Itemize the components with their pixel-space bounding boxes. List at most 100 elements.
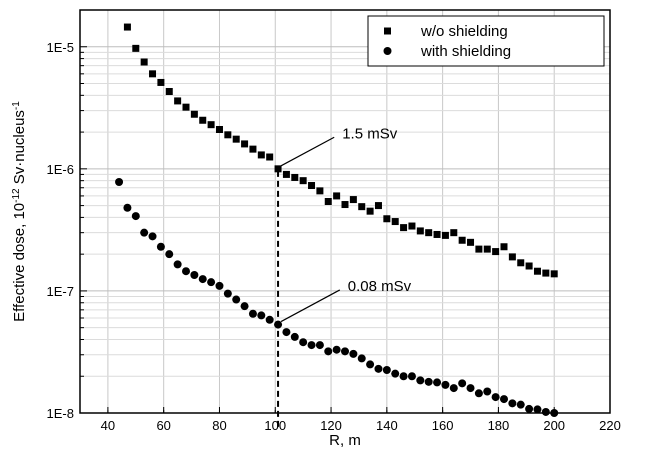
data-point-square bbox=[492, 248, 500, 256]
data-point-square bbox=[274, 165, 282, 173]
x-tick-label: 140 bbox=[376, 418, 398, 433]
data-point-circle bbox=[299, 338, 308, 347]
data-point-square bbox=[165, 87, 173, 95]
data-point-circle bbox=[500, 395, 508, 404]
data-point-square bbox=[291, 173, 299, 181]
annotation-label: 1.5 mSv bbox=[342, 125, 398, 142]
series-1 bbox=[123, 23, 558, 278]
data-point-circle bbox=[290, 332, 299, 341]
data-point-square bbox=[341, 201, 349, 209]
legend-marker-square bbox=[384, 27, 391, 35]
data-point-circle bbox=[533, 405, 542, 414]
data-point-circle bbox=[399, 372, 408, 381]
legend-box bbox=[367, 15, 605, 67]
y-tick-label: 1E-7 bbox=[47, 284, 74, 299]
data-point-circle bbox=[165, 250, 174, 259]
x-tick-label: 100 bbox=[264, 418, 286, 433]
x-axis-title: R, m bbox=[329, 432, 361, 449]
data-point-circle bbox=[449, 384, 458, 393]
data-point-square bbox=[383, 215, 391, 223]
data-point-square bbox=[374, 202, 382, 210]
data-point-circle bbox=[173, 260, 182, 269]
data-point-circle bbox=[315, 341, 324, 350]
data-point-square bbox=[215, 125, 223, 133]
data-point-square bbox=[249, 145, 257, 153]
data-point-square bbox=[450, 229, 458, 237]
x-tick-label: 40 bbox=[101, 418, 115, 433]
annotations: 1.5 mSv 0.08 mSv bbox=[280, 125, 412, 323]
data-point-square bbox=[500, 243, 508, 251]
data-point-square bbox=[207, 121, 215, 129]
x-tick-label: 200 bbox=[543, 418, 565, 433]
data-point-circle bbox=[190, 271, 199, 280]
legend-label: with shielding bbox=[420, 43, 511, 60]
data-point-circle bbox=[207, 278, 216, 287]
data-point-square bbox=[475, 245, 483, 253]
data-point-circle bbox=[433, 378, 442, 387]
data-point-square bbox=[517, 259, 525, 267]
data-point-circle bbox=[274, 320, 283, 329]
legend-marker-circle bbox=[383, 47, 392, 55]
data-point-circle bbox=[324, 347, 333, 356]
data-point-square bbox=[483, 245, 491, 253]
data-point-circle bbox=[491, 393, 500, 402]
data-point-circle bbox=[416, 376, 425, 385]
data-point-circle bbox=[257, 311, 266, 320]
x-tick-label: 60 bbox=[156, 418, 170, 433]
data-point-circle bbox=[123, 203, 132, 212]
data-point-circle bbox=[550, 409, 559, 417]
y-axis-title-exponent: -12 bbox=[11, 188, 22, 203]
x-tick-label: 80 bbox=[212, 418, 226, 433]
data-point-square bbox=[408, 222, 416, 230]
data-point-circle bbox=[140, 228, 149, 237]
data-point-circle bbox=[223, 289, 232, 298]
y-tick-label: 1E-5 bbox=[47, 40, 74, 55]
data-point-circle bbox=[483, 387, 492, 396]
data-point-circle bbox=[382, 366, 391, 375]
data-point-square bbox=[324, 198, 332, 206]
data-point-square bbox=[467, 238, 475, 246]
data-point-square bbox=[525, 262, 533, 270]
legend: w/o shielding with shielding bbox=[367, 15, 605, 67]
y-axis-title-unit-exponent: -1 bbox=[11, 101, 22, 110]
data-point-circle bbox=[466, 384, 475, 393]
data-point-circle bbox=[131, 212, 140, 221]
data-point-square bbox=[232, 135, 240, 143]
y-axis-title-unit: Sv·nucleus bbox=[11, 110, 28, 188]
data-point-circle bbox=[341, 347, 349, 356]
x-tick-label: 180 bbox=[488, 418, 510, 433]
data-point-square bbox=[400, 224, 408, 232]
data-point-square bbox=[241, 140, 249, 148]
data-point-square bbox=[190, 110, 198, 118]
data-point-square bbox=[542, 269, 550, 277]
data-point-circle bbox=[525, 404, 534, 413]
data-point-circle bbox=[240, 302, 249, 311]
data-point-circle bbox=[424, 377, 433, 386]
data-point-square bbox=[416, 227, 424, 235]
data-point-circle bbox=[332, 345, 341, 354]
data-point-square bbox=[550, 270, 558, 278]
data-point-square bbox=[533, 267, 541, 275]
plot-frame bbox=[79, 9, 611, 414]
y-axis-title-main: Effective dose, 10 bbox=[11, 203, 28, 322]
series-layer bbox=[115, 23, 559, 417]
data-point-square bbox=[266, 153, 274, 161]
data-point-square bbox=[425, 229, 433, 237]
data-point-circle bbox=[366, 360, 375, 369]
data-point-circle bbox=[407, 372, 416, 381]
data-point-square bbox=[349, 196, 357, 204]
data-point-circle bbox=[349, 349, 358, 358]
data-point-square bbox=[140, 58, 148, 66]
data-point-circle bbox=[115, 178, 124, 187]
legend-label: w/o shielding bbox=[420, 23, 508, 40]
data-point-circle bbox=[541, 407, 550, 416]
data-point-square bbox=[299, 177, 307, 185]
data-point-circle bbox=[156, 242, 165, 251]
data-point-square bbox=[391, 218, 399, 226]
data-point-square bbox=[149, 70, 157, 78]
data-point-circle bbox=[198, 275, 207, 284]
data-point-circle bbox=[516, 400, 525, 409]
data-point-square bbox=[257, 151, 265, 159]
data-point-square bbox=[182, 103, 190, 111]
data-point-circle bbox=[357, 354, 366, 363]
